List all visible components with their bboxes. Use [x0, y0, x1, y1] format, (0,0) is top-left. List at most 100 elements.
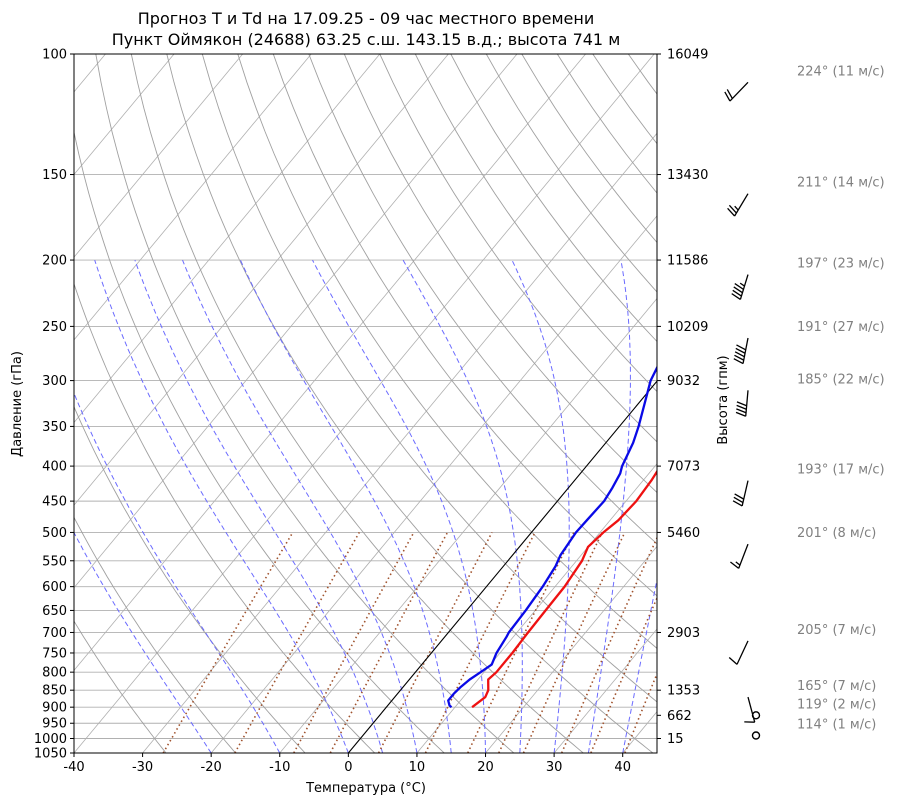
- dry-adiabat: [272, 54, 657, 597]
- profiles: [447, 365, 657, 709]
- wind-label: 119° (2 м/с): [797, 697, 876, 712]
- dry-adiabat: [485, 54, 657, 293]
- mixing-ratio-line: [329, 532, 449, 753]
- wind-barb: [730, 543, 749, 569]
- chart-subtitle: Пункт Оймякон (24688) 63.25 с.ш. 143.15 …: [112, 30, 621, 49]
- y-tick-label: 350: [42, 420, 67, 435]
- dry-adiabat: [308, 54, 657, 545]
- moist-adiabat: [587, 260, 631, 753]
- mixing-ratio-line: [162, 531, 294, 753]
- wind-barb: [727, 193, 749, 217]
- dry-adiabat: [450, 54, 657, 343]
- dry-adiabat: [414, 54, 657, 393]
- y-tick-label: 800: [42, 666, 67, 681]
- isotherm-line: [74, 54, 381, 424]
- barb-flag: [728, 656, 738, 665]
- dry-adiabat: [74, 130, 445, 753]
- wind-label: 224° (11 м/с): [797, 64, 885, 79]
- height-tick-label: 11586: [667, 254, 708, 269]
- plot-frame: [73, 53, 658, 754]
- wind-barb: [731, 274, 749, 300]
- height-tick-label: 662: [667, 709, 692, 724]
- dry-adiabat: [95, 54, 515, 753]
- wind-barb: [735, 390, 749, 417]
- isotherm-line: [74, 54, 175, 176]
- wind-label: 197° (23 м/с): [797, 257, 885, 272]
- barb-half-flag: [735, 561, 741, 566]
- barb-flag: [726, 89, 733, 99]
- moist-adiabat: [402, 259, 523, 753]
- moist-adiabat: [74, 391, 281, 753]
- barb-flag: [733, 286, 743, 294]
- dry-adiabat: [627, 54, 657, 95]
- calm-circle: [751, 711, 761, 720]
- moist-adiabat: [182, 259, 418, 753]
- y-tick-label: 100: [42, 48, 67, 63]
- wind-label: 185° (22 м/с): [797, 372, 885, 387]
- y-tick-label: 150: [42, 168, 67, 183]
- mixing-ratio-line: [424, 532, 536, 753]
- y-tick-label: 550: [42, 554, 67, 569]
- barb-flag: [731, 293, 741, 300]
- y-tick-label: 500: [42, 526, 67, 541]
- y-tick-label: 650: [42, 604, 67, 619]
- wind-label: 193° (17 м/с): [797, 463, 885, 478]
- barb-flag: [724, 91, 731, 102]
- axes: 1001502002503003504004505005506006507007…: [34, 48, 708, 776]
- isotherm-line: [142, 132, 657, 753]
- y-tick-label: 600: [42, 580, 67, 595]
- moist-adiabat: [622, 577, 657, 753]
- wind-label: 114° (1 м/с): [797, 718, 876, 733]
- dry-adiabat: [166, 54, 654, 753]
- wind-barb: [724, 81, 749, 102]
- moist-adiabat: [239, 259, 452, 753]
- x-tick-label: -30: [132, 760, 153, 775]
- mixing-ratio-line: [522, 532, 626, 753]
- wind-barb: [728, 640, 749, 665]
- barb-flag: [736, 401, 747, 407]
- dry-adiabat: [130, 54, 584, 753]
- wind-label: 205° (7 м/с): [797, 623, 876, 638]
- height-tick-label: 15: [667, 732, 684, 747]
- barb-staff: [729, 81, 749, 102]
- barb-staff: [741, 480, 749, 507]
- wind-barb: [732, 480, 749, 507]
- dry-adiabat: [201, 54, 657, 703]
- isotherm-line: [74, 54, 243, 258]
- height-tick-label: 13430: [667, 168, 708, 183]
- barb-staff: [745, 390, 749, 417]
- x-tick-label: 20: [477, 760, 494, 775]
- y2-axis-label: Высота (гпм): [716, 355, 731, 444]
- barb-staff: [739, 274, 749, 300]
- x-tick-label: -10: [269, 760, 290, 775]
- mixing-ratio-line: [467, 532, 575, 753]
- x-tick-label: 10: [409, 760, 426, 775]
- wind-barb: [733, 337, 749, 365]
- moist-adiabat: [134, 259, 384, 753]
- dry-adiabat: [74, 405, 306, 753]
- y-tick-label: 1050: [34, 747, 67, 762]
- mixing-ratio-line: [293, 532, 415, 753]
- barb-staff: [742, 337, 749, 364]
- barb-flag: [732, 500, 743, 507]
- x-tick-label: -20: [201, 760, 222, 775]
- y-tick-label: 750: [42, 646, 67, 661]
- barb-staff: [738, 543, 749, 569]
- barb-flag: [734, 283, 744, 290]
- barb-flag: [735, 347, 746, 354]
- y-tick-label: 200: [42, 254, 67, 269]
- wind-barb: [744, 696, 756, 723]
- mixing-ratio-line: [234, 532, 360, 753]
- x-tick-label: -40: [63, 760, 84, 775]
- barb-flag: [733, 358, 744, 365]
- isotherm-line: [74, 54, 518, 589]
- y-tick-label: 250: [42, 320, 67, 335]
- barb-half-flag: [739, 282, 745, 287]
- barb-flag: [736, 404, 747, 410]
- barb-flag: [734, 354, 745, 361]
- isotherm-line: [74, 54, 655, 753]
- y-tick-label: 300: [42, 374, 67, 389]
- y-tick-label: 400: [42, 460, 67, 475]
- dry-adiabat: [664, 54, 900, 753]
